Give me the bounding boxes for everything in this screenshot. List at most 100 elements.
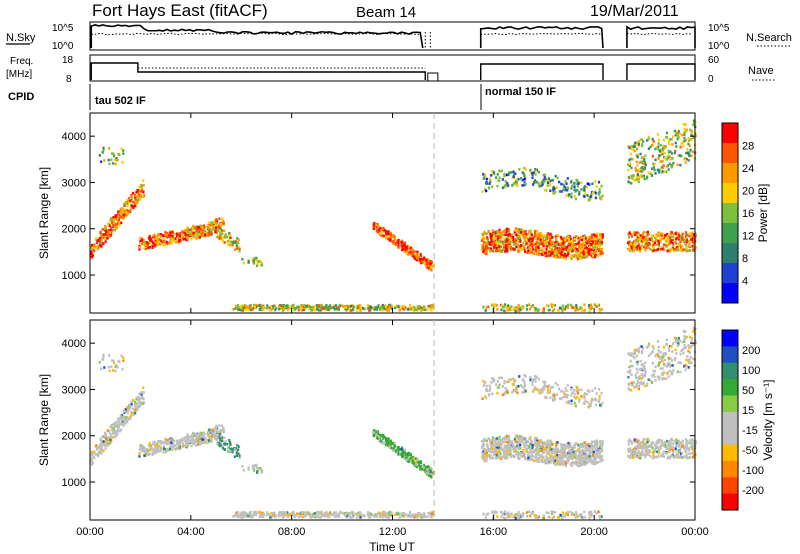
- power-cell: [539, 242, 542, 245]
- power-cell: [684, 156, 687, 160]
- power-cell: [412, 250, 415, 253]
- power-cell: [675, 132, 678, 135]
- power-cell: [499, 233, 502, 236]
- power-cell: [566, 188, 569, 192]
- power-cell: [554, 250, 557, 253]
- power-cell: [486, 241, 489, 245]
- power-cell: [629, 157, 632, 161]
- power-cell: [558, 180, 561, 184]
- power-cell: [188, 228, 191, 232]
- power-cell: [370, 305, 373, 309]
- power-cell: [502, 246, 505, 249]
- velocity-cell: [495, 452, 498, 456]
- power-cell: [426, 261, 429, 265]
- velocity-cell: [134, 408, 138, 412]
- power-cell: [571, 249, 574, 253]
- power-cell: [531, 237, 534, 240]
- power-cell: [660, 150, 663, 154]
- velocity-cell: [142, 391, 145, 394]
- velocity-cell: [149, 445, 152, 449]
- power-cell: [590, 306, 594, 309]
- power-cell: [692, 246, 695, 249]
- power-cell: [417, 253, 420, 257]
- power-cell: [236, 305, 239, 308]
- power-cell: [252, 306, 255, 310]
- power-cell: [175, 232, 178, 236]
- power-cell: [171, 241, 174, 245]
- power-cell: [550, 251, 553, 255]
- power-cell: [595, 246, 598, 250]
- power-cell: [531, 172, 534, 175]
- velocity-cell: [294, 514, 297, 517]
- power-cell: [138, 190, 141, 194]
- power-cell: [573, 194, 576, 198]
- power-cell: [639, 174, 642, 178]
- velocity-cell: [227, 450, 230, 453]
- power-cell: [109, 231, 112, 235]
- power-cell: [533, 179, 537, 182]
- power-cell: [148, 234, 151, 238]
- velocity-cell: [213, 434, 216, 437]
- power-cell: [686, 249, 689, 253]
- power-cell: [107, 229, 110, 232]
- power-cell: [514, 240, 517, 243]
- power-cell: [400, 240, 403, 244]
- velocity-cell: [231, 450, 234, 454]
- power-cell: [484, 181, 488, 185]
- velocity-cell: [90, 459, 93, 463]
- velocity-cell: [429, 475, 432, 478]
- power-colorbar-label: Power [dB]: [756, 184, 770, 243]
- power-cell: [545, 236, 548, 239]
- power-cell: [567, 244, 570, 248]
- velocity-cell: [594, 443, 597, 447]
- power-cell: [588, 235, 591, 239]
- power-cell: [97, 247, 100, 251]
- power-cell: [597, 180, 601, 184]
- power-cell: [169, 229, 173, 233]
- velocity-cell: [499, 444, 502, 447]
- power-cell: [642, 162, 645, 165]
- velocity-cell: [143, 448, 146, 451]
- power-cell: [573, 185, 576, 188]
- velocity-cell: [209, 436, 212, 439]
- power-cell: [196, 227, 199, 230]
- power-cell: [184, 232, 187, 235]
- velocity-cell: [147, 444, 150, 447]
- power-cell: [498, 179, 501, 183]
- velocity-cell: [381, 515, 384, 519]
- power-cell: [130, 193, 133, 197]
- velocity-cell: [194, 433, 198, 436]
- velocity-cell: [208, 436, 211, 440]
- power-cell: [580, 181, 583, 185]
- power-cell: [181, 230, 184, 233]
- power-cell: [368, 308, 371, 311]
- velocity-cell: [179, 444, 182, 448]
- velocity-cell: [160, 446, 163, 450]
- power-cell: [536, 308, 539, 311]
- velocity-cell: [311, 513, 314, 516]
- freq-line: [90, 62, 426, 80]
- velocity-cell: [422, 464, 425, 467]
- velocity-cell: [155, 448, 158, 452]
- power-cell: [191, 229, 194, 233]
- power-cell: [548, 245, 551, 249]
- power-cell: [556, 233, 559, 237]
- power-cell: [286, 308, 289, 312]
- velocity-cell: [398, 516, 401, 519]
- power-cell: [670, 165, 673, 169]
- power-cell: [119, 207, 122, 211]
- power-cell: [694, 232, 697, 236]
- velocity-cell: [501, 447, 504, 451]
- power-cell: [686, 232, 689, 236]
- velocity-cell: [109, 433, 112, 437]
- power-cell: [643, 245, 646, 249]
- power-cell: [420, 309, 423, 312]
- power-cell: [349, 304, 352, 308]
- power-cell: [481, 250, 485, 253]
- power-cell: [179, 232, 183, 235]
- power-cell: [564, 257, 568, 261]
- power-cell: [103, 159, 106, 162]
- power-cell: [278, 303, 281, 307]
- velocity-cell: [102, 355, 105, 359]
- velocity-cell: [147, 453, 150, 457]
